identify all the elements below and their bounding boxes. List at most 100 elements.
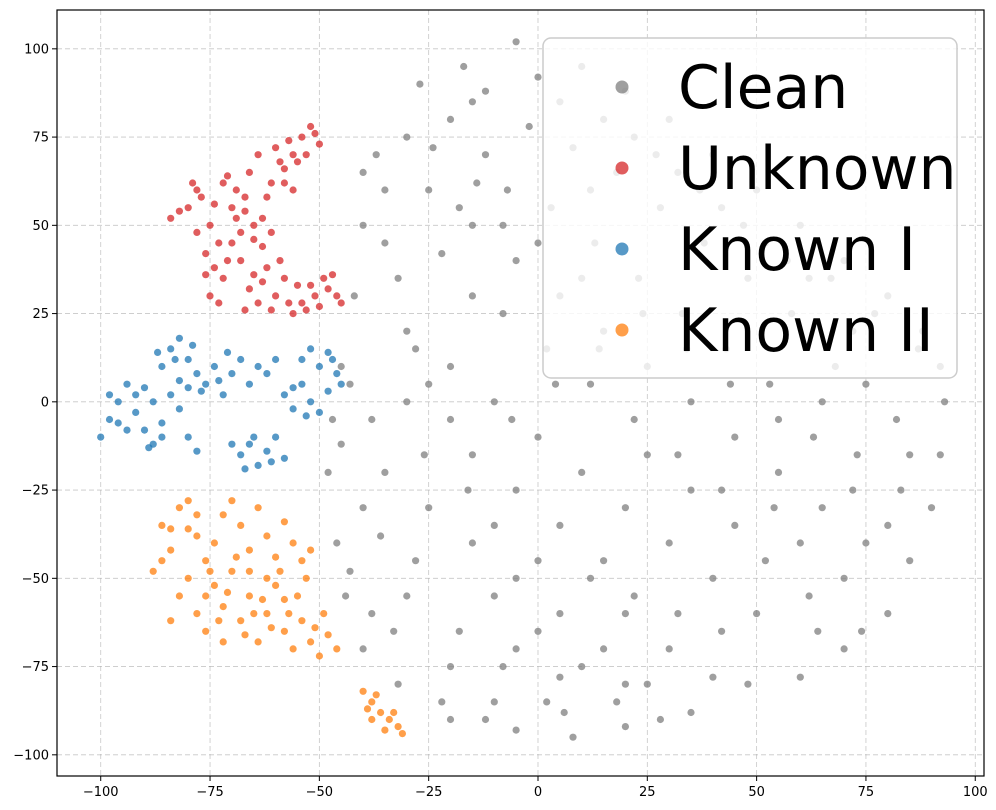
scatter-point <box>228 370 236 378</box>
scatter-point <box>359 221 367 229</box>
scatter-point <box>324 348 332 356</box>
scatter-point <box>315 652 323 660</box>
scatter-point <box>468 292 476 300</box>
scatter-point <box>184 384 192 392</box>
plot-area-frame <box>56 9 985 777</box>
scatter-point <box>272 433 280 441</box>
scatter-point <box>543 698 551 706</box>
scatter-point <box>425 186 433 194</box>
scatter-point <box>298 133 306 141</box>
scatter-point <box>346 567 354 575</box>
scatter-point <box>556 673 564 681</box>
scatter-point <box>481 715 490 724</box>
scatter-point <box>674 610 682 618</box>
scatter-point <box>403 133 411 141</box>
scatter-point <box>621 723 630 731</box>
scatter-point <box>468 221 476 229</box>
scatter-point <box>307 638 315 646</box>
scatter-point <box>490 698 498 706</box>
scatter-point <box>731 433 739 441</box>
scatter-point <box>307 122 315 131</box>
scatter-point <box>372 691 380 699</box>
scatter-point <box>368 698 376 706</box>
scatter-point <box>132 391 140 399</box>
scatter-point <box>193 532 201 540</box>
scatter-point <box>315 408 323 416</box>
scatter-point <box>368 610 376 618</box>
scatter-point <box>175 334 183 342</box>
scatter-point <box>280 627 288 635</box>
scatter-point <box>189 341 197 349</box>
scatter-point <box>202 627 210 635</box>
scatter-point <box>175 377 183 385</box>
scatter-point <box>936 451 944 459</box>
scatter-point <box>175 504 183 512</box>
scatter-point <box>425 380 433 388</box>
scatter-point <box>158 419 166 427</box>
scatter-point <box>853 451 861 459</box>
scatter-point <box>621 504 630 512</box>
scatter-point <box>267 179 275 187</box>
scatter-point <box>245 546 253 554</box>
y-tick-label: 0 <box>41 395 49 410</box>
scatter-point <box>818 504 826 512</box>
scatter-point <box>206 567 214 575</box>
scatter-point <box>512 645 520 653</box>
scatter-point <box>167 525 175 533</box>
scatter-point <box>193 511 201 519</box>
scatter-point <box>298 355 306 364</box>
scatter-point <box>438 698 446 706</box>
scatter-point <box>197 193 205 201</box>
scatter-point <box>858 627 866 635</box>
scatter-point <box>263 193 271 201</box>
scatter-point <box>403 592 411 600</box>
scatter-point <box>556 610 564 618</box>
scatter-point <box>193 228 201 236</box>
scatter-point <box>254 362 262 371</box>
scatter-point <box>254 151 262 159</box>
scatter-point <box>892 415 901 424</box>
scatter-point <box>381 186 389 194</box>
scatter-point <box>158 362 166 371</box>
scatter-point <box>167 345 175 353</box>
scatter-point <box>254 638 262 646</box>
legend-box <box>542 37 958 379</box>
scatter-point <box>263 574 271 582</box>
scatter-point <box>744 680 752 688</box>
scatter-point <box>446 115 455 123</box>
scatter-point <box>503 186 511 194</box>
scatter-point <box>709 574 717 582</box>
scatter-point <box>289 151 297 159</box>
scatter-point <box>245 285 253 293</box>
scatter-point <box>333 370 341 378</box>
scatter-point <box>219 638 227 646</box>
legend-label: Known II <box>678 296 934 366</box>
scatter-point <box>862 539 870 547</box>
scatter-point <box>381 239 389 247</box>
scatter-point <box>202 592 210 600</box>
scatter-point <box>796 673 804 681</box>
scatter-point <box>293 592 302 600</box>
scatter-point <box>123 380 131 388</box>
scatter-point <box>245 440 253 448</box>
scatter-point <box>241 631 249 639</box>
scatter-point <box>906 557 914 565</box>
scatter-point <box>665 645 673 653</box>
scatter-point <box>254 504 262 512</box>
scatter-point <box>267 624 275 632</box>
scatter-point <box>643 680 651 688</box>
scatter-point <box>468 98 476 106</box>
scatter-point <box>512 574 520 582</box>
scatter-point <box>280 391 288 399</box>
legend: Clean Unknown Known I Known II <box>542 37 958 379</box>
scatter-point <box>578 468 586 476</box>
scatter-point <box>390 708 398 717</box>
x-tick-label: 100 <box>963 785 988 800</box>
scatter-point <box>796 539 804 547</box>
scatter-point <box>184 355 192 364</box>
y-tick-label: 100 <box>24 42 49 57</box>
y-tick-label: −50 <box>22 572 49 587</box>
scatter-point <box>446 362 455 371</box>
scatter-point <box>403 398 411 406</box>
scatter-point <box>149 398 157 406</box>
